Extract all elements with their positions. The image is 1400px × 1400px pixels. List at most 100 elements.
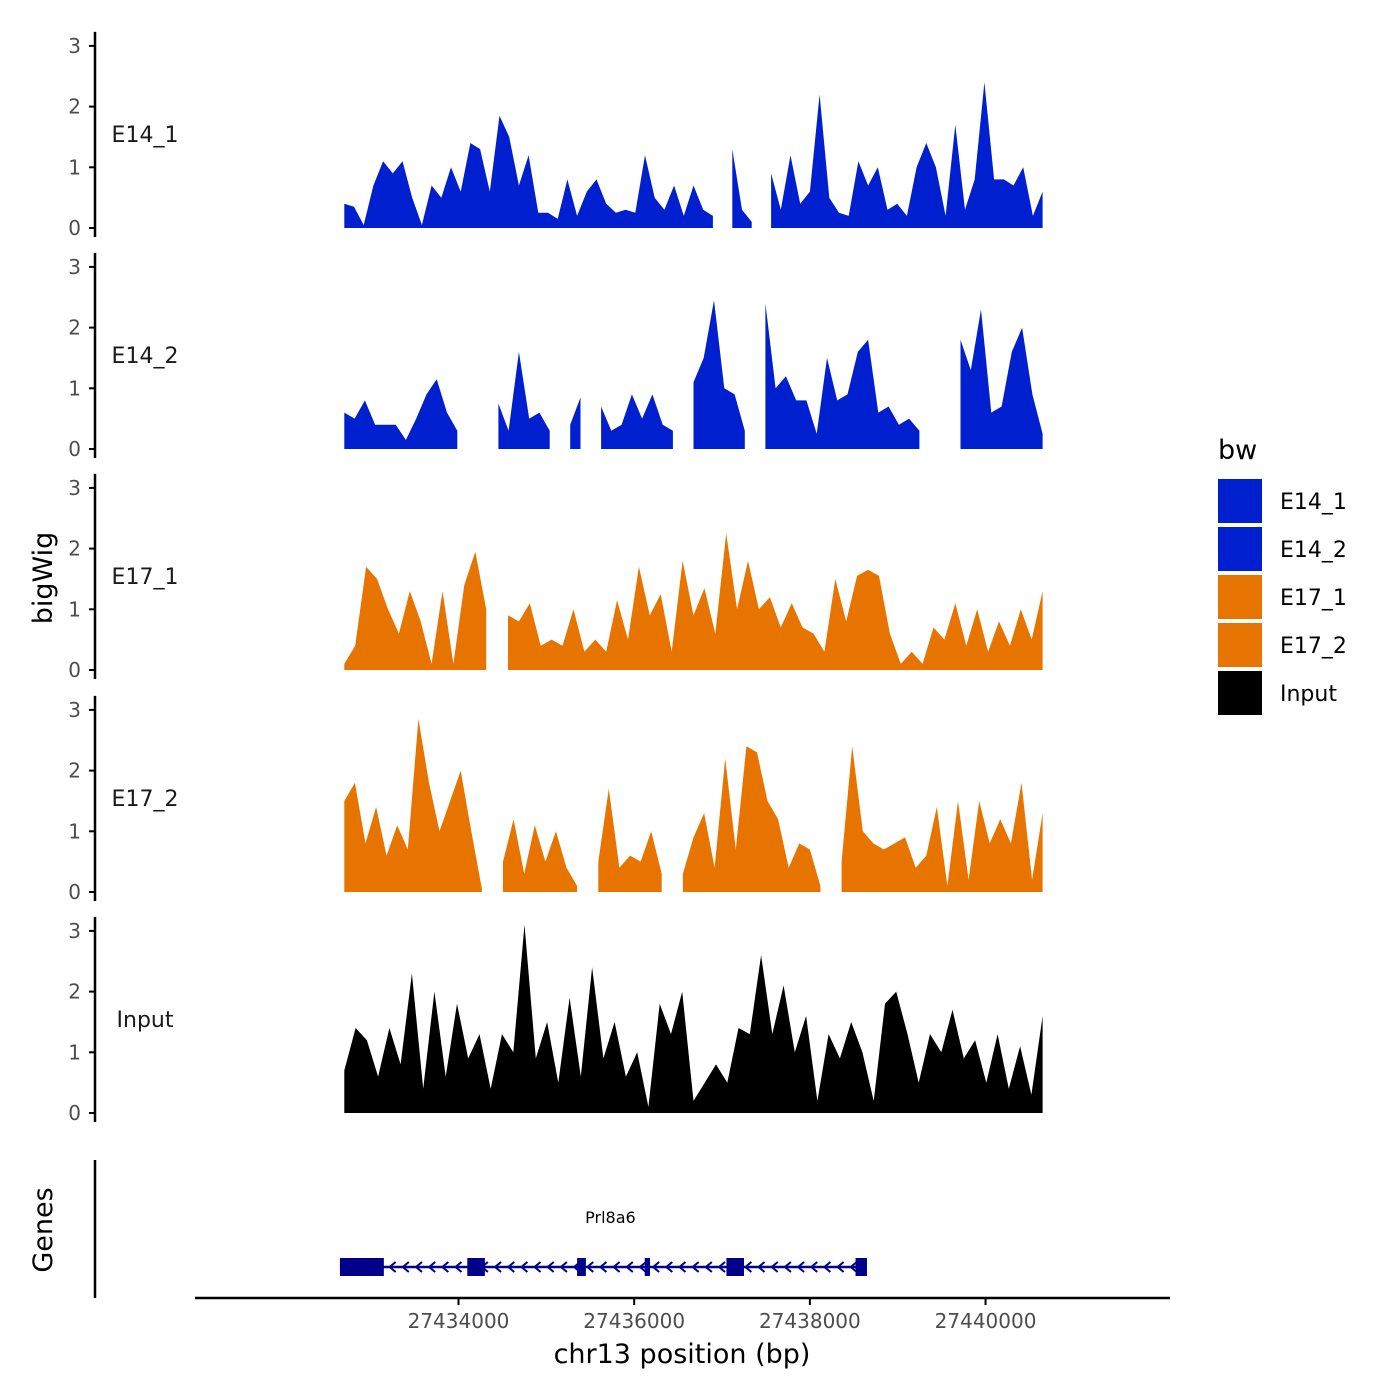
signal-area-e14-2	[693, 300, 745, 449]
track-label: E17_2	[112, 787, 179, 812]
x-tick-label: 27436000	[583, 1309, 685, 1333]
legend-key-e17-1	[1218, 575, 1262, 619]
legend-label: E14_2	[1280, 538, 1347, 563]
strand-arrow	[414, 1261, 423, 1273]
y-axis-title: bigWig	[28, 532, 59, 625]
signal-area-e17-1	[344, 551, 487, 670]
strand-arrow	[506, 1261, 515, 1273]
signal-area-e14-1	[732, 149, 752, 228]
gene-exon	[339, 1258, 384, 1276]
track-input: 0 1 2 3 Input	[68, 916, 1043, 1125]
signal-area-e14-2	[570, 397, 581, 449]
strand-arrow	[453, 1261, 463, 1273]
y-tick-label: 3	[68, 255, 81, 279]
y-tick-label: 1	[68, 597, 81, 621]
legend-title: bw	[1218, 435, 1257, 466]
strand-arrow	[664, 1261, 673, 1273]
x-tick-label: 27438000	[759, 1309, 861, 1333]
signal-area-e14-2	[344, 379, 458, 449]
x-axis-title: chr13 position (bp)	[554, 1339, 811, 1370]
x-tick-label: 27434000	[408, 1309, 510, 1333]
y-tick-label: 0	[68, 216, 81, 240]
strand-arrow	[388, 1261, 397, 1273]
y-tick-label: 2	[68, 980, 81, 1004]
signal-area-e17-1	[508, 533, 1043, 670]
strand-arrow	[717, 1261, 726, 1273]
track-e17-1: 0 1 2 3 E17_1	[68, 473, 1043, 682]
y-tick-label: 2	[68, 95, 81, 119]
x-tick-label: 27440000	[935, 1309, 1037, 1333]
gene-exon	[577, 1258, 586, 1276]
legend-label: E17_1	[1280, 586, 1347, 611]
signal-area-e17-2	[682, 746, 821, 892]
signal-area-e14-2	[960, 309, 1043, 449]
track-label: Input	[117, 1008, 174, 1033]
strand-arrow	[612, 1261, 621, 1273]
track-label: E14_1	[112, 123, 179, 148]
strand-arrow	[743, 1261, 753, 1273]
y-tick-label: 1	[68, 155, 81, 179]
y-tick-label: 2	[68, 537, 81, 561]
track-e14-1: 0 1 2 3 E14_1	[68, 31, 1043, 240]
strand-arrow	[770, 1261, 779, 1273]
strand-arrow	[598, 1261, 608, 1273]
strand-arrow	[440, 1261, 449, 1273]
y-tick-label: 2	[68, 316, 81, 340]
x-axis: 27434000 27436000 27438000 27440000	[195, 1296, 1170, 1333]
strand-arrow	[809, 1261, 818, 1273]
signal-area-e17-2	[344, 719, 482, 892]
gene-name-label: Prl8a6	[585, 1208, 636, 1227]
strand-arrow	[493, 1261, 502, 1273]
strand-arrow	[704, 1261, 713, 1273]
y-tick-label: 1	[68, 376, 81, 400]
signal-area-e14-2	[765, 303, 920, 449]
signal-tracks: 0 1 2 3 E14_1 0 1 2 3 E14_2 0 1 2 3 E17_1 0 1 2 3 E17_2 0 1 2 3…	[68, 31, 1043, 1125]
gene-exon	[726, 1258, 744, 1276]
strand-arrow	[585, 1261, 594, 1273]
strand-arrow	[836, 1261, 845, 1273]
genes-axis-title: Genes	[28, 1187, 59, 1272]
signal-area-e17-2	[503, 819, 578, 892]
strand-arrow	[677, 1261, 687, 1273]
legend-label: E14_1	[1280, 490, 1347, 515]
track-label: E14_2	[112, 344, 179, 369]
strand-arrow	[546, 1261, 555, 1273]
strand-arrow	[783, 1261, 792, 1273]
legend-key-e17-2	[1218, 623, 1262, 667]
y-tick-label: 0	[68, 658, 81, 682]
strand-arrow	[401, 1261, 410, 1273]
strand-arrow	[519, 1261, 529, 1273]
legend: bw E14_1 E14_2 E17_1 E17_2 Input	[1218, 435, 1347, 715]
strand-arrow	[796, 1261, 805, 1273]
y-tick-label: 0	[68, 1101, 81, 1125]
signal-area-e14-1	[344, 115, 713, 228]
strand-arrow	[691, 1261, 700, 1273]
y-tick-label: 3	[68, 919, 81, 943]
strand-arrow	[625, 1261, 634, 1273]
track-e14-2: 0 1 2 3 E14_2	[68, 252, 1043, 461]
strand-arrow	[427, 1261, 436, 1273]
y-tick-label: 1	[68, 1040, 81, 1064]
legend-label: Input	[1280, 682, 1337, 707]
legend-key-input	[1218, 671, 1262, 715]
gene-exon	[467, 1258, 485, 1276]
legend-label: E17_2	[1280, 634, 1347, 659]
strand-arrow	[849, 1261, 858, 1273]
y-tick-label: 3	[68, 698, 81, 722]
signal-area-e17-2	[598, 788, 662, 892]
y-tick-label: 0	[68, 880, 81, 904]
gene-track: Prl8a6	[93, 1160, 867, 1298]
strand-arrow	[651, 1261, 660, 1273]
strand-arrow	[822, 1261, 832, 1273]
y-tick-label: 3	[68, 34, 81, 58]
y-tick-label: 2	[68, 759, 81, 783]
y-tick-label: 0	[68, 437, 81, 461]
signal-area-e14-2	[601, 394, 673, 449]
track-e17-2: 0 1 2 3 E17_2	[68, 695, 1043, 904]
signal-area-e17-2	[841, 746, 1043, 892]
legend-key-e14-2	[1218, 527, 1262, 571]
gene-exon	[644, 1258, 650, 1276]
strand-arrow	[533, 1261, 542, 1273]
track-label: E17_1	[112, 565, 179, 590]
